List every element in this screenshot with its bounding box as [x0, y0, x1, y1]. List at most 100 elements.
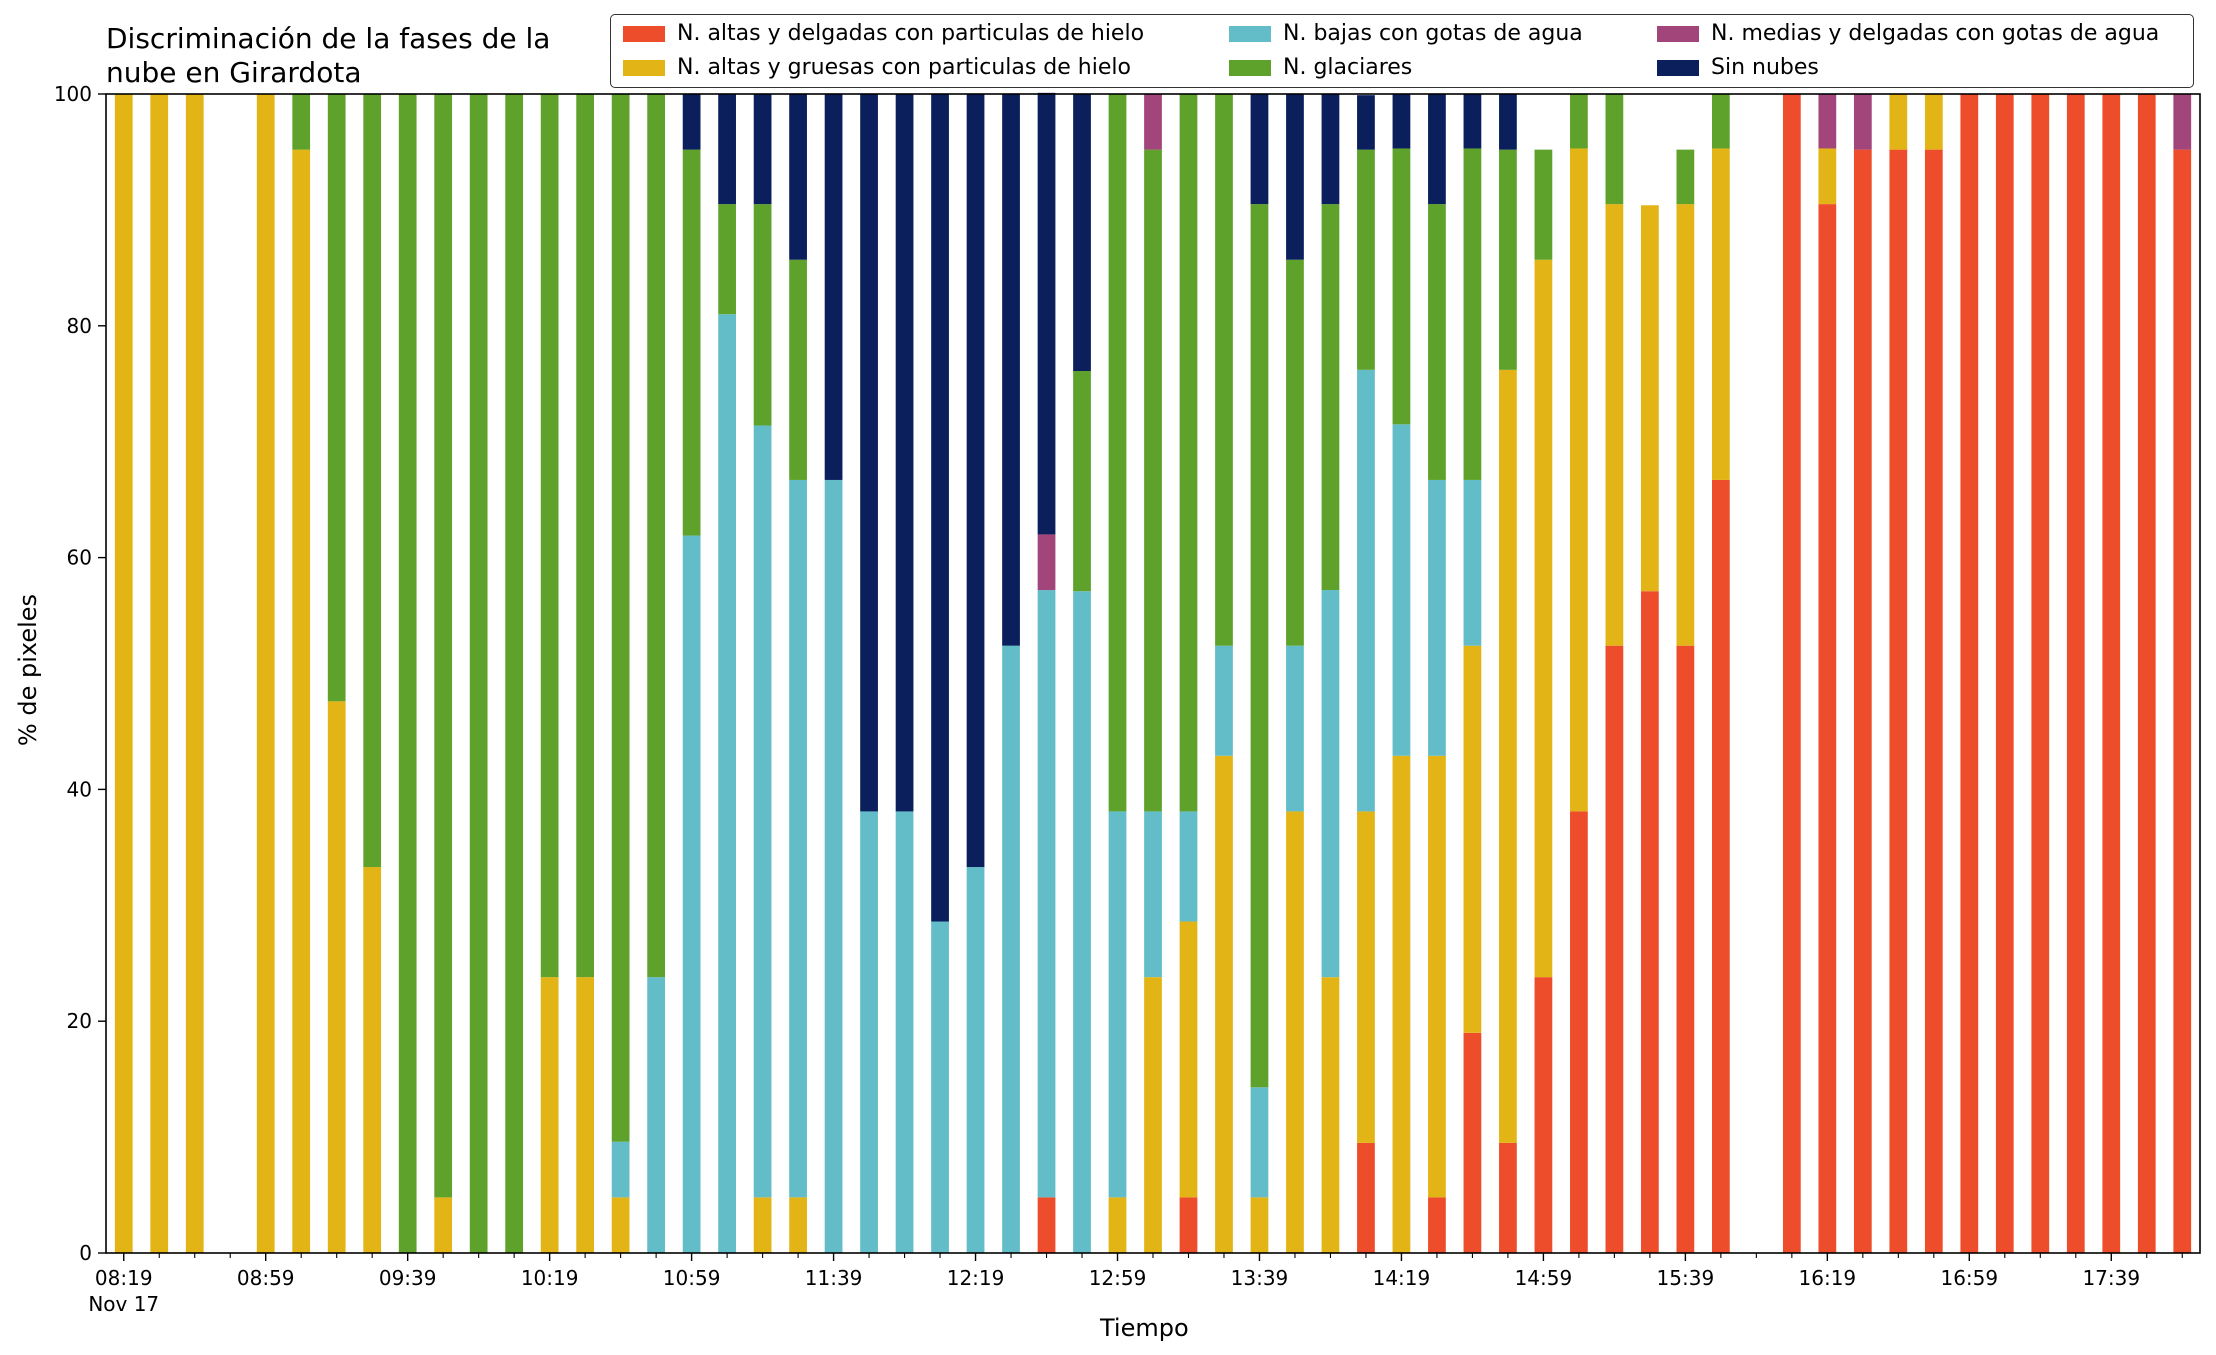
chart-title: Discriminación de la fases de la nube en…: [106, 22, 550, 90]
bar-segment-1119-s2: [753, 425, 772, 1198]
y-tick-label: 100: [54, 82, 92, 106]
bar-segment-1409-s1: [1357, 811, 1375, 1143]
legend: N. altas y delgadas con particulas de hi…: [610, 14, 2194, 88]
bar-segment-0919-s3: [327, 94, 346, 702]
bar-segment-1239-s2: [1037, 590, 1056, 1198]
bar-segment-1029-s1: [576, 977, 595, 1253]
bar-segment-1429-s3: [1428, 204, 1446, 480]
bar-segment-1249-s2: [1073, 591, 1091, 1253]
bar-segment-1049-s3: [647, 94, 665, 978]
bar-segment-1339-s3: [1250, 204, 1269, 1088]
bar-segment-1649-s0: [1924, 149, 1943, 1253]
bar-segment-1549-s3: [1711, 94, 1730, 149]
bar-segment-1239-s0: [1037, 1197, 1056, 1253]
bar-segment-1419-s1: [1392, 755, 1411, 1253]
bar-segment-1159-s2: [895, 811, 914, 1253]
bar-segment-1059-s2: [682, 535, 701, 1253]
bar-segment-1419-s3: [1392, 148, 1411, 425]
bar-segment-0959-s3: [469, 94, 488, 1253]
bar-segment-1219-s5: [966, 94, 985, 868]
bar-segment-1509-s3: [1570, 94, 1588, 149]
bar-segment-1329-s2: [1215, 645, 1233, 756]
legend-swatch: [623, 25, 665, 42]
bar-segment-1259-s3: [1108, 94, 1127, 812]
bar-segment-1519-s1: [1605, 204, 1624, 646]
bar-segment-1459-s3: [1534, 149, 1553, 260]
bar-segment-1019-s1: [540, 977, 559, 1253]
bar-segment-1219-s2: [966, 867, 985, 1253]
bar-segment-1619-s1: [1818, 148, 1837, 205]
bar-segment-1119-s1: [753, 1197, 772, 1253]
bar-segment-1139-s5: [824, 94, 843, 480]
bar-segment-1729-s0: [2066, 94, 2085, 1253]
legend-item-altas-delgadas: N. altas y delgadas con particulas de hi…: [623, 21, 1144, 46]
bar-segment-1319-s0: [1179, 1197, 1198, 1253]
y-axis-label: % de pixeles: [14, 593, 42, 747]
bar-segment-1359-s1: [1321, 977, 1340, 1253]
x-tick-label: 12:19: [947, 1266, 1005, 1290]
bar-segment-1049-s2: [647, 977, 665, 1253]
bar-segment-1739-s0: [2102, 94, 2121, 1253]
bar-segment-0919-s1: [327, 701, 346, 1253]
bar-segment-1239-s4: [1037, 534, 1056, 591]
bar-segment-0819-s1: [114, 94, 133, 1253]
bar-segment-1519-s3: [1605, 94, 1624, 205]
x-tick-label: 08:59: [237, 1266, 295, 1290]
bar-segment-1359-s5: [1321, 94, 1340, 205]
x-tick-label: 10:59: [663, 1266, 721, 1290]
bar-segment-1759-s4: [2173, 94, 2192, 150]
y-tick-label: 40: [67, 777, 92, 801]
bar-segment-1549-s0: [1711, 479, 1730, 1253]
bar-segment-1309-s1: [1144, 977, 1162, 1253]
bar-segment-0939-s3: [398, 94, 417, 1253]
bar-segment-1429-s2: [1428, 479, 1446, 756]
bar-segment-1309-s2: [1144, 811, 1162, 978]
bar-segment-1349-s5: [1286, 94, 1304, 260]
bar-segment-1439-s0: [1463, 1032, 1482, 1253]
bar-segment-1349-s2: [1286, 645, 1304, 812]
bar-segment-1709-s0: [1995, 94, 2014, 1253]
bar-segment-1149-s2: [860, 811, 878, 1253]
bar-segment-1039-s3: [611, 94, 630, 1142]
bar-segment-1619-s4: [1818, 94, 1837, 149]
bar-segment-1409-s0: [1357, 1142, 1375, 1253]
bar-segment-1309-s4: [1144, 94, 1162, 150]
bar-segment-1359-s3: [1321, 204, 1340, 591]
x-tick-label: 09:39: [379, 1266, 437, 1290]
bar-segment-1129-s3: [789, 259, 807, 480]
bar-segment-1019-s3: [540, 94, 559, 978]
legend-swatch: [1657, 59, 1699, 76]
bar-segment-1129-s5: [789, 94, 807, 260]
bar-segment-1249-s3: [1073, 371, 1091, 592]
legend-item-altas-gruesas: N. altas y gruesas con particulas de hie…: [623, 55, 1131, 80]
bar-segment-1039-s2: [611, 1141, 630, 1198]
bar-segment-1439-s2: [1463, 479, 1482, 646]
bar-segment-1409-s3: [1357, 149, 1375, 370]
legend-item-medias-delgadas: N. medias y delgadas con gotas de agua: [1657, 21, 2159, 46]
bar-segment-0839-s1: [185, 94, 204, 1253]
x-tick-label: 11:39: [805, 1266, 863, 1290]
bar-segment-1129-s1: [789, 1197, 807, 1253]
bar-segment-1329-s1: [1215, 755, 1233, 1253]
bar-segment-1339-s1: [1250, 1197, 1269, 1253]
bar-segment-1529-s1: [1641, 205, 1659, 592]
bar-segment-1059-s3: [682, 149, 701, 536]
bar-segment-0929-s1: [363, 867, 382, 1253]
bar-segment-1259-s2: [1108, 811, 1127, 1198]
x-tick-label: 16:59: [1940, 1266, 1998, 1290]
legend-swatch: [623, 59, 665, 76]
bar-segment-1449-s3: [1499, 149, 1517, 370]
bar-segment-1209-s5: [931, 94, 949, 922]
legend-label: N. glaciares: [1283, 55, 1413, 80]
bar-segment-1639-s0: [1889, 149, 1908, 1253]
legend-swatch: [1657, 25, 1699, 42]
bar-segment-1229-s5: [1002, 94, 1020, 646]
bars-layer: [114, 92, 2192, 1254]
bar-segment-1109-s5: [718, 94, 736, 205]
bar-segment-1259-s1: [1108, 1197, 1127, 1253]
x-axis-label: Tiempo: [1100, 1314, 1189, 1342]
bar-segment-1539-s1: [1676, 204, 1695, 646]
bar-segment-1429-s0: [1428, 1197, 1446, 1253]
